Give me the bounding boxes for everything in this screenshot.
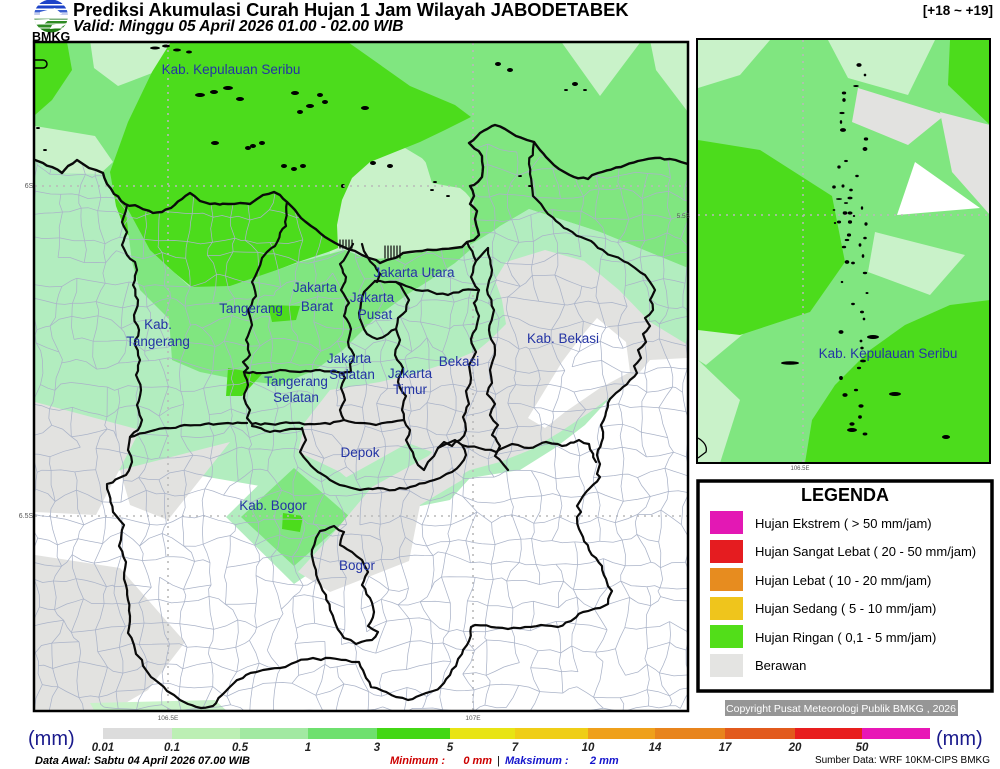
svg-text:0.01: 0.01 bbox=[92, 742, 114, 754]
svg-text:6S: 6S bbox=[25, 183, 34, 190]
svg-text:Kab. Bekasi: Kab. Bekasi bbox=[527, 331, 599, 346]
svg-text:Maksimum : 2 mm: Maksimum : 2 mm bbox=[505, 755, 619, 767]
svg-text:Kab.: Kab. bbox=[144, 317, 172, 332]
svg-text:Jakarta: Jakarta bbox=[293, 280, 338, 295]
svg-text:Hujan Ekstrem ( > 50 mm/jam): Hujan Ekstrem ( > 50 mm/jam) bbox=[755, 516, 932, 531]
svg-text:106.5E: 106.5E bbox=[158, 715, 179, 722]
svg-text:Depok: Depok bbox=[340, 445, 379, 460]
svg-text:(mm): (mm) bbox=[28, 728, 75, 750]
svg-text:Timur: Timur bbox=[393, 382, 427, 397]
svg-text:50: 50 bbox=[856, 742, 869, 754]
svg-text:Kab. Kepulauan Seribu: Kab. Kepulauan Seribu bbox=[819, 346, 958, 361]
svg-text:Barat: Barat bbox=[301, 299, 334, 314]
svg-text:5.5S: 5.5S bbox=[677, 213, 691, 220]
svg-text:Tangerang: Tangerang bbox=[264, 374, 328, 389]
svg-text:Tangerang: Tangerang bbox=[219, 301, 283, 316]
svg-text:BMKG: BMKG bbox=[32, 30, 70, 44]
svg-text:Pusat: Pusat bbox=[358, 307, 393, 322]
svg-text:Bekasi: Bekasi bbox=[439, 354, 480, 369]
svg-text:Bogor: Bogor bbox=[339, 558, 376, 573]
svg-text:Selatan: Selatan bbox=[329, 367, 375, 382]
svg-text:Copyright Pusat Meteorologi Pu: Copyright Pusat Meteorologi Publik BMKG … bbox=[726, 703, 956, 715]
svg-text:1: 1 bbox=[305, 742, 311, 754]
svg-text:20: 20 bbox=[788, 742, 802, 754]
svg-text:107E: 107E bbox=[465, 715, 481, 722]
svg-text:3: 3 bbox=[374, 742, 381, 754]
svg-text:Hujan Lebat ( 10 - 20 mm/jam): Hujan Lebat ( 10 - 20 mm/jam) bbox=[755, 573, 931, 588]
svg-text:Berawan: Berawan bbox=[755, 658, 806, 673]
svg-text:LEGENDA: LEGENDA bbox=[801, 485, 889, 505]
svg-text:10: 10 bbox=[582, 742, 595, 754]
svg-text:7: 7 bbox=[512, 742, 519, 754]
svg-text:0.5: 0.5 bbox=[232, 742, 249, 754]
svg-text:Jakarta: Jakarta bbox=[327, 351, 372, 366]
svg-text:Prediksi Akumulasi Curah Hujan: Prediksi Akumulasi Curah Hujan 1 Jam Wil… bbox=[73, 0, 629, 20]
svg-text:Jakarta: Jakarta bbox=[350, 290, 395, 305]
svg-text:Kab. Kepulauan Seribu: Kab. Kepulauan Seribu bbox=[162, 62, 301, 77]
svg-text:[+18 ~ +19]: [+18 ~ +19] bbox=[923, 3, 993, 18]
svg-text:Data Awal: Sabtu 04 April 2026: Data Awal: Sabtu 04 April 2026 07.00 WIB bbox=[35, 755, 250, 767]
svg-text:Minimum : 0 mm: Minimum : 0 mm bbox=[390, 755, 492, 767]
svg-text:Jakarta: Jakarta bbox=[388, 366, 433, 381]
svg-text:Valid: Minggu 05 April 2026 01: Valid: Minggu 05 April 2026 01.00 - 02.0… bbox=[73, 18, 404, 35]
svg-text:Hujan Sedang ( 5 - 10 mm/jam): Hujan Sedang ( 5 - 10 mm/jam) bbox=[755, 601, 936, 616]
svg-text:14: 14 bbox=[649, 742, 662, 754]
svg-text:106.5E: 106.5E bbox=[790, 466, 809, 472]
svg-text:Selatan: Selatan bbox=[273, 390, 319, 405]
svg-text:0.1: 0.1 bbox=[164, 742, 180, 754]
svg-text:|: | bbox=[497, 755, 500, 767]
svg-text:Hujan Sangat Lebat ( 20 - 50 m: Hujan Sangat Lebat ( 20 - 50 mm/jam) bbox=[755, 544, 976, 559]
svg-text:Kab. Bogor: Kab. Bogor bbox=[239, 498, 307, 513]
svg-text:Tangerang: Tangerang bbox=[126, 334, 190, 349]
svg-text:17: 17 bbox=[719, 742, 732, 754]
svg-text:Hujan Ringan ( 0,1 - 5 mm/jam): Hujan Ringan ( 0,1 - 5 mm/jam) bbox=[755, 630, 936, 645]
svg-text:Sumber Data: WRF 10KM-CIPS BMK: Sumber Data: WRF 10KM-CIPS BMKG bbox=[815, 755, 990, 766]
svg-text:(mm): (mm) bbox=[936, 728, 983, 750]
svg-text:Jakarta Utara: Jakarta Utara bbox=[373, 265, 455, 280]
svg-text:6.5S: 6.5S bbox=[19, 513, 34, 520]
svg-text:5: 5 bbox=[447, 742, 454, 754]
